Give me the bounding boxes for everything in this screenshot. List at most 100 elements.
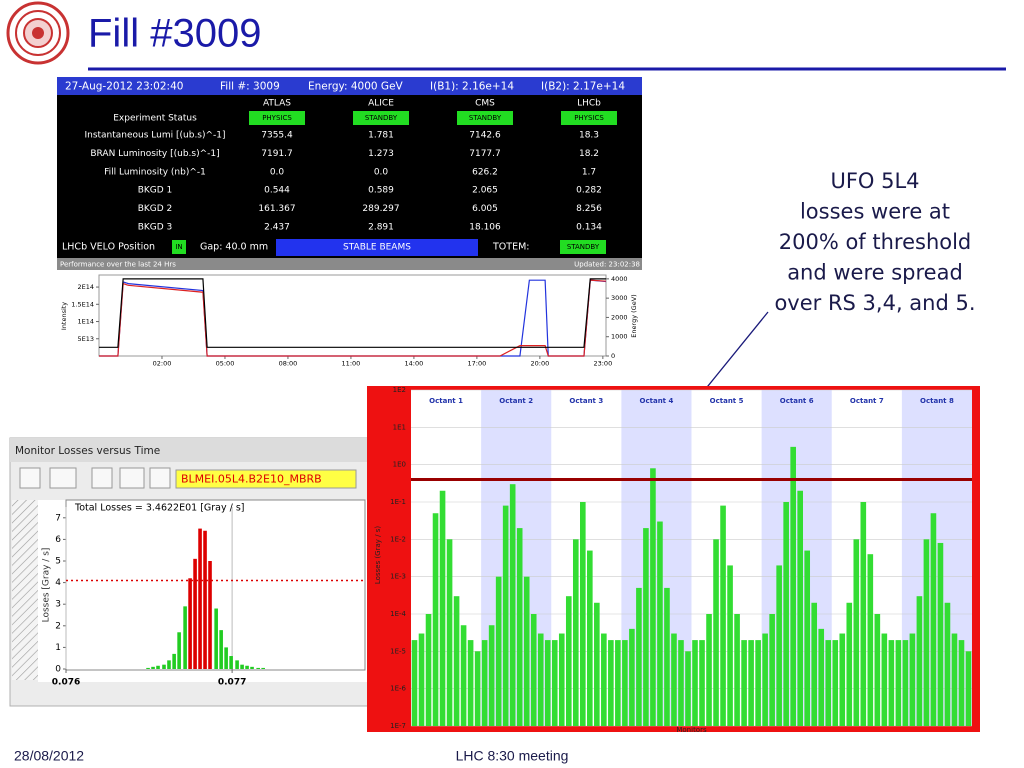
bar bbox=[923, 539, 930, 726]
bar bbox=[495, 576, 502, 726]
cell: 0.544 bbox=[264, 186, 290, 196]
bar bbox=[177, 632, 181, 669]
y-tick-label: 1E-4 bbox=[390, 610, 406, 618]
bar bbox=[720, 505, 726, 726]
y-tick-label: 4 bbox=[55, 578, 61, 588]
x-tick-label: 11:00 bbox=[342, 360, 361, 368]
x-tick-label: 0.077 bbox=[218, 678, 246, 688]
annotation-line: UFO 5L4 bbox=[830, 169, 919, 193]
y-tick-label: 1E-7 bbox=[390, 722, 406, 730]
bar bbox=[162, 664, 166, 669]
totem-state: STANDBY bbox=[567, 243, 600, 251]
y-axis-label: Losses [Gray / s] bbox=[42, 548, 52, 623]
status-box bbox=[249, 111, 305, 125]
bar bbox=[671, 633, 677, 726]
bar bbox=[411, 640, 418, 726]
tool-button[interactable] bbox=[19, 467, 41, 489]
bar bbox=[488, 625, 495, 726]
totem-label: TOTEM: bbox=[492, 242, 529, 253]
group-label: Octant 6 bbox=[780, 397, 814, 405]
bar bbox=[156, 665, 160, 669]
y2-tick-label: 1000 bbox=[611, 333, 628, 341]
bar bbox=[615, 640, 621, 726]
bar bbox=[439, 490, 446, 726]
tool-button[interactable] bbox=[149, 467, 171, 489]
bar bbox=[245, 665, 249, 669]
group-label: Octant 4 bbox=[640, 397, 674, 405]
bar bbox=[832, 640, 839, 726]
bar bbox=[713, 539, 719, 726]
tool-button[interactable] bbox=[119, 467, 145, 489]
x-tick-label: 05:00 bbox=[216, 360, 235, 368]
bar bbox=[699, 640, 705, 726]
cell: 1.273 bbox=[368, 149, 394, 159]
bar bbox=[240, 664, 244, 669]
annotation-line: and were spread bbox=[787, 261, 963, 285]
row-label: Experiment Status bbox=[113, 114, 197, 124]
bar bbox=[748, 640, 754, 726]
bar bbox=[172, 653, 176, 669]
bar bbox=[643, 528, 649, 726]
bar bbox=[860, 502, 867, 726]
x-tick-label: 23:00 bbox=[593, 360, 612, 368]
bar bbox=[601, 633, 607, 726]
header-field: I(B2): 2.17e+14 bbox=[541, 81, 625, 93]
group-label: Octant 3 bbox=[569, 397, 603, 405]
bar bbox=[727, 565, 733, 726]
row-label: Fill Luminosity (nb)^-1 bbox=[104, 167, 206, 177]
monitor-field[interactable] bbox=[175, 469, 357, 489]
bar bbox=[235, 660, 239, 669]
cell: 7177.7 bbox=[469, 149, 501, 159]
row-label: BKGD 1 bbox=[138, 186, 173, 196]
column-header: CMS bbox=[475, 99, 495, 109]
bar bbox=[224, 647, 228, 669]
bar bbox=[839, 633, 846, 726]
cell: 0.134 bbox=[576, 223, 602, 233]
window-titlebar bbox=[10, 438, 370, 462]
bar bbox=[467, 640, 474, 726]
page1: 27-Aug-2012 23:02:40 Fill #: 3009 Energy: … bbox=[65, 81, 625, 233]
bar bbox=[250, 666, 254, 669]
series-line bbox=[99, 278, 606, 348]
bar bbox=[790, 446, 796, 726]
velo-state-box bbox=[172, 240, 186, 254]
bar bbox=[580, 502, 586, 726]
bar bbox=[167, 660, 171, 669]
bar bbox=[183, 606, 187, 669]
bar bbox=[818, 628, 825, 726]
bar bbox=[587, 550, 593, 726]
bar bbox=[804, 550, 811, 726]
cell: 289.297 bbox=[362, 204, 399, 214]
bar bbox=[219, 630, 223, 669]
bar bbox=[208, 561, 212, 669]
bar bbox=[664, 587, 670, 726]
bar bbox=[636, 587, 642, 726]
footer-date: 28/08/2012 bbox=[14, 748, 84, 764]
column-header: ALICE bbox=[368, 99, 394, 109]
bar bbox=[516, 528, 523, 726]
bar bbox=[916, 596, 923, 726]
logo bbox=[6, 1, 70, 65]
x-axis-label: Monitors bbox=[676, 726, 707, 734]
y-tick-label: 1 bbox=[55, 643, 61, 653]
bar bbox=[502, 505, 509, 726]
annotation-line: over RS 3,4, and 5. bbox=[774, 291, 975, 315]
bar bbox=[678, 640, 684, 726]
cell: 161.367 bbox=[258, 204, 295, 214]
y-tick-label: 3 bbox=[55, 600, 61, 610]
bar bbox=[902, 640, 909, 726]
bar bbox=[909, 633, 916, 726]
hatched-area bbox=[12, 500, 38, 680]
row-label: BKGD 3 bbox=[138, 223, 173, 233]
tool-button[interactable] bbox=[49, 467, 77, 489]
y2-axis-label: Energy (GeV) bbox=[630, 294, 638, 337]
row-label: BRAN Luminosity [(ub.s)^-1] bbox=[90, 149, 219, 159]
status-box bbox=[457, 111, 513, 125]
bar bbox=[783, 502, 789, 726]
header-field: Fill #: 3009 bbox=[220, 81, 280, 93]
tool-button[interactable] bbox=[91, 467, 113, 489]
status-box bbox=[561, 111, 617, 125]
y-tick-label: 0 bbox=[55, 665, 61, 675]
x-tick-label: 17:00 bbox=[468, 360, 487, 368]
